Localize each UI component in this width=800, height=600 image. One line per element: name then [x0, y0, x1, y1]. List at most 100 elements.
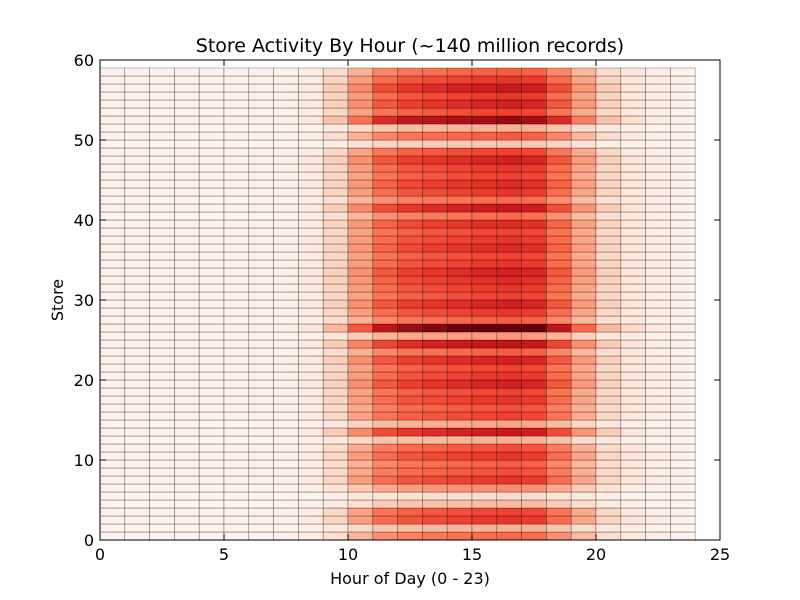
- heatmap-cell: [347, 419, 374, 429]
- heatmap-cell: [124, 483, 150, 493]
- heatmap-cell: [322, 219, 349, 229]
- heatmap-cell: [546, 347, 572, 357]
- heatmap-cell: [198, 67, 225, 77]
- heatmap-cell: [645, 67, 671, 77]
- heatmap-cell: [322, 115, 349, 125]
- heatmap-cell: [174, 123, 200, 133]
- heatmap-cell: [595, 283, 622, 293]
- heatmap-cell: [248, 147, 274, 157]
- heatmap-cell: [521, 75, 547, 85]
- heatmap-cell: [670, 467, 696, 477]
- heatmap-cell: [99, 395, 126, 405]
- heatmap-cell: [198, 203, 225, 213]
- heatmap-cell: [620, 523, 646, 533]
- heatmap-cell: [645, 315, 671, 325]
- heatmap-cell: [521, 203, 547, 213]
- heatmap-cell: [397, 91, 423, 101]
- heatmap-cell: [521, 243, 547, 253]
- heatmap-cell: [124, 139, 150, 149]
- heatmap-cell: [322, 307, 349, 317]
- heatmap-cell: [174, 131, 200, 141]
- heatmap-cell: [99, 411, 126, 421]
- heatmap-cell: [124, 131, 150, 141]
- heatmap-cell: [198, 219, 225, 229]
- heatmap-cell: [149, 307, 175, 317]
- heatmap-cell: [471, 91, 498, 101]
- heatmap-cell: [595, 291, 622, 301]
- heatmap-cell: [99, 211, 126, 221]
- heatmap-cell: [645, 403, 671, 413]
- heatmap-cell: [620, 99, 646, 109]
- heatmap-cell: [273, 443, 299, 453]
- heatmap-cell: [298, 403, 324, 413]
- heatmap-cell: [471, 155, 498, 165]
- heatmap-cell: [471, 195, 498, 205]
- heatmap-cell: [546, 83, 572, 93]
- heatmap-cell: [223, 267, 250, 277]
- heatmap-cell: [521, 499, 547, 509]
- heatmap-cell: [570, 523, 597, 533]
- heatmap-cell: [446, 483, 473, 493]
- heatmap-cell: [496, 347, 522, 357]
- heatmap-cell: [670, 475, 696, 485]
- heatmap-cell: [273, 523, 299, 533]
- heatmap-cell: [248, 347, 274, 357]
- heatmap-cell: [620, 435, 646, 445]
- heatmap-cell: [471, 107, 498, 117]
- heatmap-cell: [99, 243, 126, 253]
- heatmap-cell: [570, 339, 597, 349]
- heatmap-cell: [570, 475, 597, 485]
- heatmap-cell: [174, 363, 200, 373]
- heatmap-cell: [124, 531, 150, 541]
- heatmap-cell: [273, 83, 299, 93]
- heatmap-cell: [446, 523, 473, 533]
- heatmap-cell: [298, 179, 324, 189]
- heatmap-cell: [99, 107, 126, 117]
- heatmap-cell: [422, 67, 448, 77]
- heatmap-cell: [124, 499, 150, 509]
- heatmap-cell: [446, 115, 473, 125]
- heatmap-cell: [521, 307, 547, 317]
- heatmap-cell: [446, 83, 473, 93]
- heatmap-cell: [273, 507, 299, 517]
- heatmap-cell: [422, 195, 448, 205]
- heatmap-cell: [521, 531, 547, 541]
- heatmap-cell: [471, 123, 498, 133]
- heatmap-cell: [174, 179, 200, 189]
- heatmap-cell: [273, 91, 299, 101]
- heatmap-cell: [546, 155, 572, 165]
- heatmap-cell: [198, 83, 225, 93]
- heatmap-cell: [595, 355, 622, 365]
- heatmap-cell: [620, 467, 646, 477]
- heatmap-cell: [198, 395, 225, 405]
- heatmap-cell: [595, 259, 622, 269]
- heatmap-cell: [670, 451, 696, 461]
- heatmap-cell: [620, 531, 646, 541]
- heatmap-cell: [521, 443, 547, 453]
- heatmap-cell: [670, 483, 696, 493]
- heatmap-cell: [273, 307, 299, 317]
- heatmap-cell: [174, 139, 200, 149]
- heatmap-cell: [546, 491, 572, 501]
- heatmap-cell: [124, 403, 150, 413]
- heatmap-cell: [397, 371, 423, 381]
- heatmap-cell: [347, 507, 374, 517]
- heatmap-cell: [620, 139, 646, 149]
- heatmap-cell: [496, 323, 522, 333]
- heatmap-cell: [546, 315, 572, 325]
- heatmap-cell: [223, 443, 250, 453]
- heatmap-cell: [372, 459, 398, 469]
- heatmap-cell: [198, 179, 225, 189]
- heatmap-cell: [223, 235, 250, 245]
- heatmap-cell: [521, 315, 547, 325]
- heatmap-cell: [397, 443, 423, 453]
- heatmap-cell: [149, 131, 175, 141]
- heatmap-cell: [496, 459, 522, 469]
- heatmap-cell: [570, 179, 597, 189]
- heatmap-cell: [670, 531, 696, 541]
- heatmap-cell: [124, 187, 150, 197]
- heatmap-cell: [298, 251, 324, 261]
- heatmap-cell: [595, 435, 622, 445]
- heatmap-cell: [670, 155, 696, 165]
- heatmap-cell: [422, 419, 448, 429]
